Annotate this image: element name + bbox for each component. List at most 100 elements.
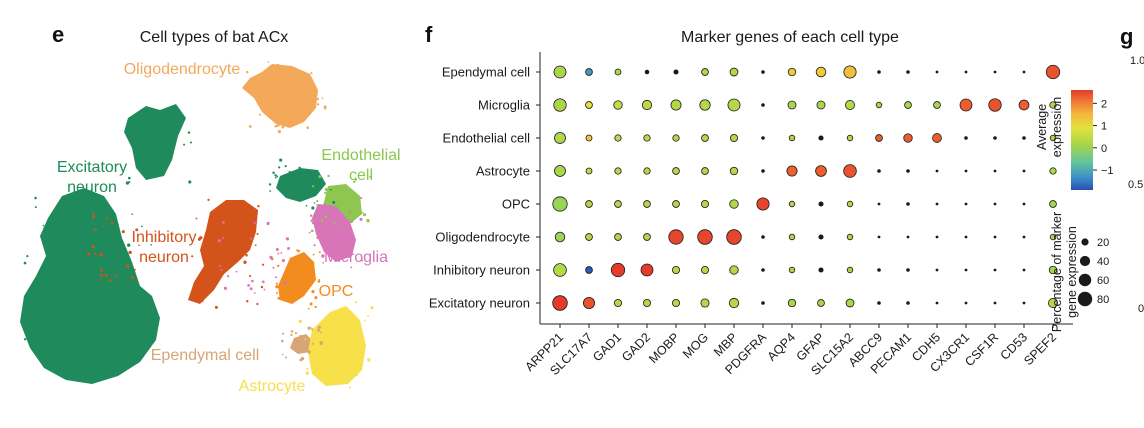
- umap-cell: [266, 221, 270, 226]
- cluster-excitatory-main: [20, 188, 160, 384]
- umap-cell: [336, 217, 340, 221]
- umap-cell: [311, 328, 314, 331]
- dot: [1045, 64, 1061, 80]
- umap-cell: [284, 165, 287, 168]
- umap-cell: [150, 127, 154, 131]
- dot: [672, 200, 680, 208]
- umap-cell: [53, 268, 57, 272]
- umap-cell: [23, 337, 27, 341]
- umap-cell: [87, 360, 91, 363]
- umap-cell: [300, 356, 305, 361]
- dot: [903, 133, 913, 143]
- umap-cell: [135, 139, 139, 142]
- umap-cell: [348, 211, 351, 214]
- umap-cell: [189, 141, 193, 144]
- row-label: Excitatory neuron: [429, 296, 530, 311]
- umap-cell: [247, 284, 250, 287]
- dot: [935, 169, 939, 173]
- dot: [553, 263, 567, 277]
- umap-cell: [260, 285, 264, 289]
- umap-cell: [262, 263, 265, 266]
- umap-cell: [254, 244, 257, 247]
- cluster-inhibitory: [188, 200, 258, 304]
- panel-e-letter: e: [52, 22, 64, 47]
- dot: [671, 298, 681, 308]
- dot: [700, 199, 710, 209]
- umap-cell: [92, 212, 95, 215]
- panel-f-letter: f: [425, 22, 433, 47]
- umap-cell: [304, 338, 306, 341]
- umap-cell: [302, 92, 306, 96]
- umap-cell: [235, 255, 238, 258]
- umap-cell: [351, 218, 354, 220]
- umap-cell: [344, 235, 348, 239]
- umap-cell: [324, 107, 327, 110]
- panel-g-ytick-1: 1.0: [1130, 55, 1144, 67]
- dot: [845, 100, 855, 110]
- umap-cell: [350, 220, 353, 224]
- umap-cell: [55, 249, 59, 253]
- dot: [818, 267, 824, 273]
- umap-cell: [339, 199, 343, 203]
- umap-cell: [305, 371, 309, 375]
- umap-cell: [316, 236, 319, 239]
- umap-cell: [248, 125, 252, 128]
- umap-cell: [188, 180, 192, 184]
- dot: [671, 265, 681, 275]
- umap-cell: [160, 132, 163, 135]
- dot: [672, 134, 680, 142]
- dot: [964, 202, 968, 206]
- umap-cell: [363, 319, 366, 322]
- colorbar-tick-label: 1: [1101, 121, 1107, 133]
- dot: [583, 297, 595, 309]
- dot: [726, 229, 742, 245]
- umap-cell: [321, 254, 325, 258]
- umap-cell: [245, 253, 248, 257]
- dot: [613, 298, 623, 308]
- umap-cell: [104, 273, 108, 277]
- dot: [585, 68, 593, 76]
- dot: [552, 196, 568, 212]
- label-astrocyte: Astrocyte: [239, 378, 306, 395]
- umap-cell: [128, 315, 132, 319]
- umap-cell: [340, 315, 344, 319]
- umap-cell: [359, 197, 363, 200]
- dot: [700, 265, 710, 275]
- umap-cell: [258, 113, 262, 116]
- dot: [787, 67, 797, 77]
- umap-cell: [367, 358, 371, 362]
- umap-cell: [289, 286, 292, 290]
- umap-cell: [311, 206, 315, 210]
- umap-cell: [124, 315, 127, 318]
- umap-cell: [337, 223, 340, 226]
- dot: [964, 301, 968, 305]
- umap-cell: [328, 324, 331, 327]
- umap-cell: [327, 174, 330, 178]
- umap-cell: [354, 301, 357, 304]
- umap-cell: [312, 185, 315, 188]
- umap-cell: [135, 228, 139, 232]
- umap-cell: [341, 359, 345, 362]
- umap-cell: [307, 350, 311, 354]
- dot: [818, 234, 824, 240]
- umap-cell: [209, 233, 213, 236]
- dot: [993, 70, 997, 74]
- umap-cell: [317, 325, 321, 329]
- dot: [1022, 235, 1026, 239]
- cluster-endothelial-top: [276, 168, 326, 202]
- umap-cell: [131, 213, 134, 216]
- umap-cell: [275, 276, 278, 279]
- dot: [988, 98, 1002, 112]
- dot: [614, 233, 622, 241]
- dot: [614, 200, 622, 208]
- dot: [673, 69, 679, 75]
- dot: [843, 164, 857, 178]
- umap-cell: [257, 205, 260, 208]
- umap-cell: [308, 231, 311, 234]
- umap-cell: [322, 262, 325, 264]
- dot: [964, 268, 968, 272]
- column-label: MOG: [680, 330, 711, 361]
- dot: [643, 233, 651, 241]
- umap-cell: [99, 253, 103, 257]
- dotplot: Ependymal cell Microglia Endothelial cell A…: [429, 52, 1073, 378]
